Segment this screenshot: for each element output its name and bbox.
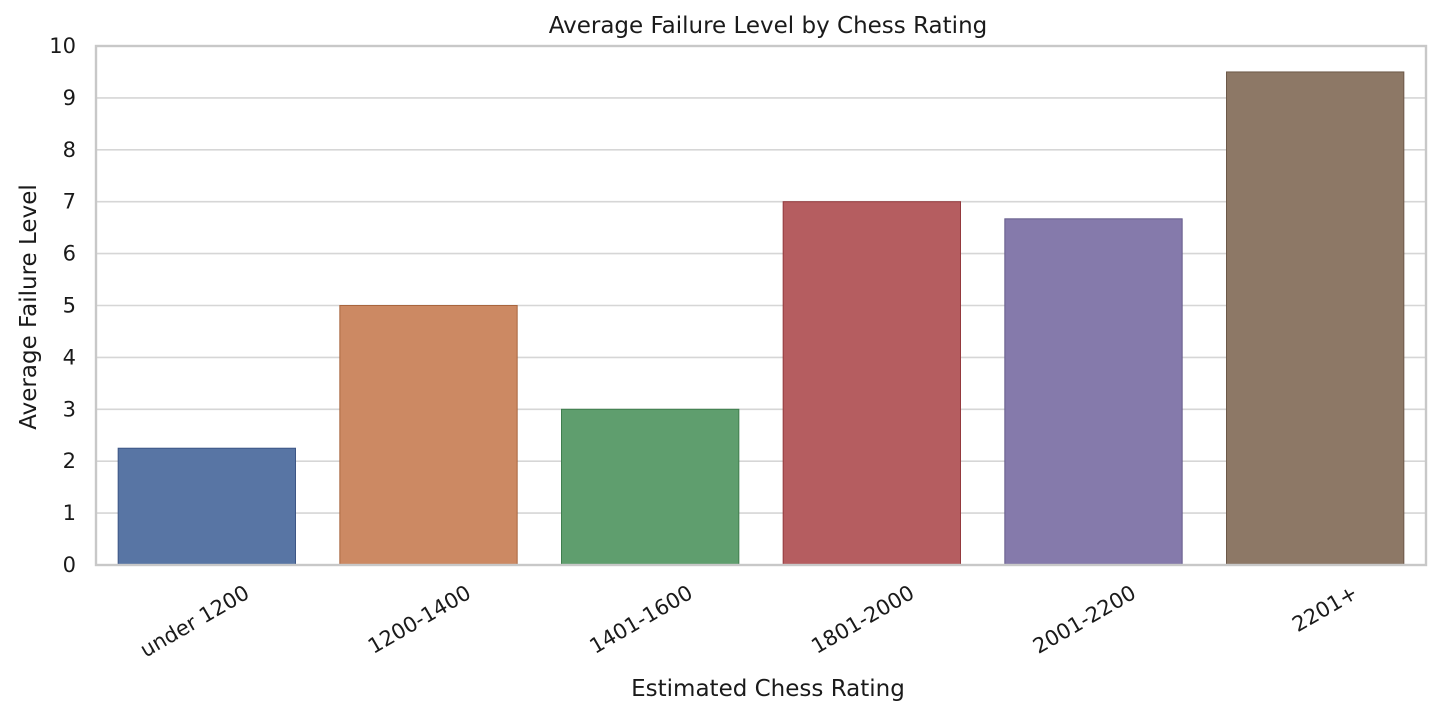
x-tick-labels: under 1200 1200-1400 1401-1600 1801-2000 200… — [136, 581, 1362, 663]
bars — [117, 71, 1405, 566]
bar-1401-1600 — [561, 408, 740, 566]
y-tick-label: 9 — [63, 86, 76, 110]
y-tick-label: 5 — [63, 294, 76, 318]
bar-2201- — [1226, 71, 1405, 566]
y-tick-labels: 0 1 2 3 4 5 6 7 8 9 10 — [49, 34, 76, 577]
bar-1200-1400 — [339, 305, 518, 566]
y-tick-label: 0 — [63, 553, 76, 577]
bar-1801-2000 — [782, 201, 962, 566]
y-axis-label: Average Failure Level — [16, 184, 42, 429]
y-tick-label: 8 — [63, 138, 76, 162]
plot-frame — [94, 44, 1428, 567]
y-tick-label: 2 — [63, 449, 76, 473]
x-tick-label: 2201+ — [1288, 581, 1362, 637]
y-tick-label: 10 — [49, 34, 76, 58]
x-tick-label: under 1200 — [136, 581, 253, 663]
x-tick-label: 1200-1400 — [364, 581, 475, 659]
x-tick-label: 2001-2200 — [1029, 581, 1140, 659]
x-axis-label: Estimated Chess Rating — [631, 676, 905, 702]
x-tick-label: 1401-1600 — [586, 581, 697, 659]
y-tick-label: 7 — [63, 190, 76, 214]
y-tick-label: 3 — [63, 397, 76, 421]
bar-under-1200 — [117, 447, 296, 566]
y-tick-label: 1 — [63, 501, 76, 525]
bar-2001-2200 — [1004, 218, 1183, 566]
y-tick-label: 6 — [63, 242, 76, 266]
x-tick-label: 1801-2000 — [807, 581, 918, 659]
chart-title: Average Failure Level by Chess Rating — [549, 13, 988, 39]
y-tick-label: 4 — [63, 345, 76, 369]
